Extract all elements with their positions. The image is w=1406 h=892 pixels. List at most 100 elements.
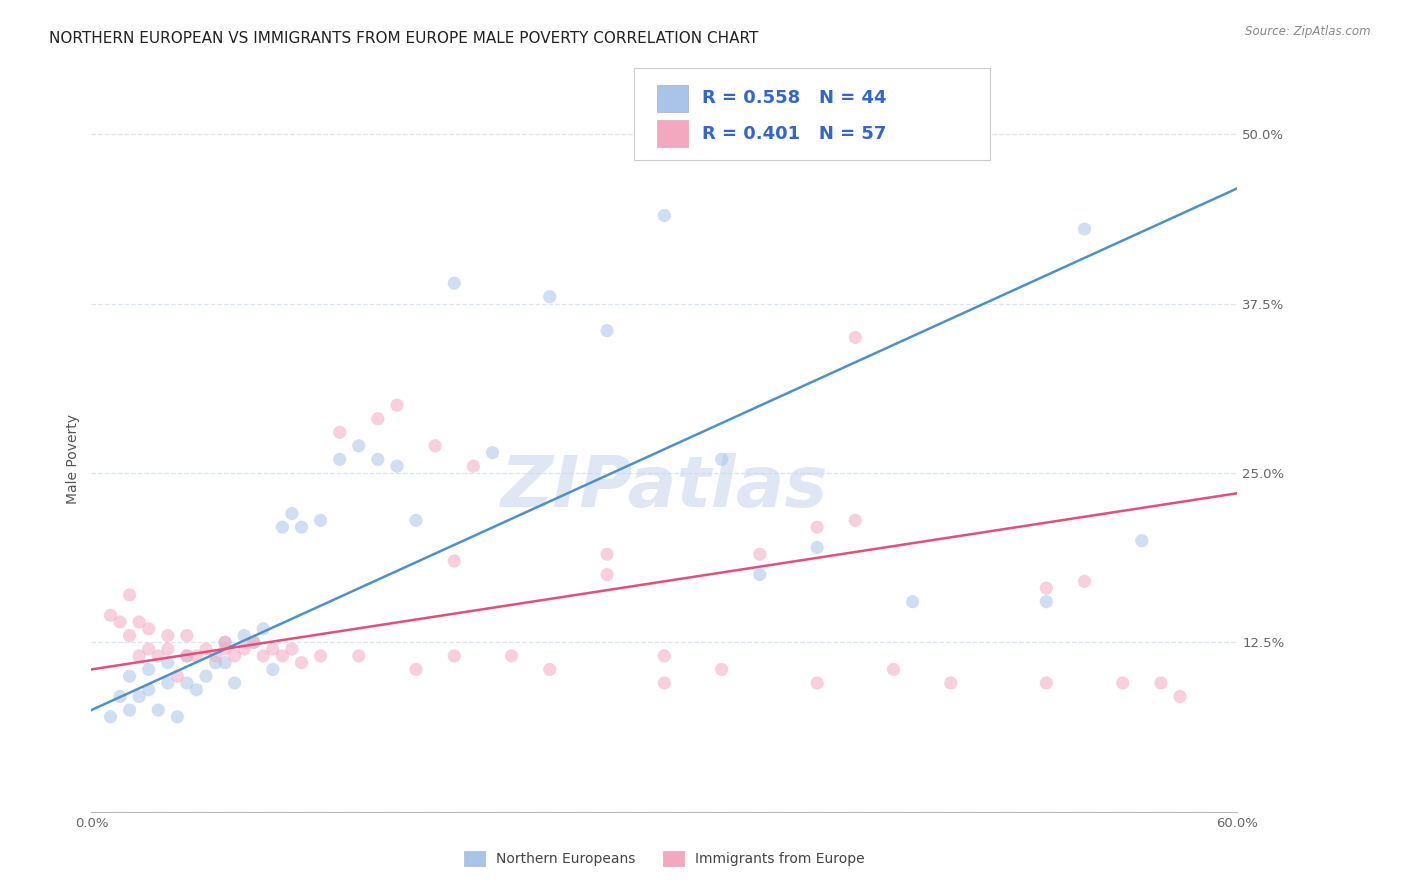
Point bbox=[596, 567, 619, 582]
Point bbox=[1035, 595, 1057, 609]
Point bbox=[148, 648, 170, 663]
Point bbox=[347, 439, 370, 453]
Point bbox=[176, 648, 198, 663]
Point bbox=[806, 541, 828, 555]
Point bbox=[405, 513, 427, 527]
Point bbox=[214, 635, 236, 649]
Point bbox=[309, 648, 332, 663]
Point bbox=[901, 595, 924, 609]
Point bbox=[271, 648, 294, 663]
Point bbox=[252, 648, 274, 663]
Text: NORTHERN EUROPEAN VS IMMIGRANTS FROM EUROPE MALE POVERTY CORRELATION CHART: NORTHERN EUROPEAN VS IMMIGRANTS FROM EUR… bbox=[49, 31, 759, 46]
Point bbox=[176, 628, 198, 642]
Text: R = 0.401   N = 57: R = 0.401 N = 57 bbox=[702, 125, 886, 143]
Point bbox=[138, 622, 160, 636]
Point bbox=[463, 459, 485, 474]
Point bbox=[1073, 222, 1095, 236]
Point bbox=[710, 452, 733, 467]
Point bbox=[367, 452, 389, 467]
Point bbox=[148, 703, 170, 717]
Point bbox=[118, 588, 141, 602]
Point bbox=[156, 642, 179, 657]
Point bbox=[652, 676, 675, 690]
Point bbox=[252, 622, 274, 636]
Point bbox=[443, 648, 465, 663]
Point bbox=[224, 648, 246, 663]
Point bbox=[204, 648, 226, 663]
Point bbox=[710, 662, 733, 676]
Point bbox=[443, 554, 465, 568]
Point bbox=[596, 324, 619, 338]
Point bbox=[882, 662, 904, 676]
Point bbox=[309, 513, 332, 527]
Point bbox=[1150, 676, 1173, 690]
Point bbox=[844, 330, 866, 344]
Point bbox=[214, 656, 236, 670]
Point bbox=[128, 615, 150, 629]
Point bbox=[233, 642, 256, 657]
Point bbox=[156, 628, 179, 642]
Point bbox=[405, 662, 427, 676]
Point bbox=[423, 439, 446, 453]
Point bbox=[652, 209, 675, 223]
Point bbox=[214, 642, 236, 657]
Point bbox=[329, 452, 352, 467]
Point bbox=[939, 676, 962, 690]
Point bbox=[224, 676, 246, 690]
Y-axis label: Male Poverty: Male Poverty bbox=[66, 415, 80, 504]
Point bbox=[242, 635, 264, 649]
Point bbox=[1035, 581, 1057, 595]
Point bbox=[481, 445, 503, 459]
Point bbox=[1168, 690, 1191, 704]
Point bbox=[204, 656, 226, 670]
Point bbox=[262, 642, 284, 657]
Point bbox=[138, 642, 160, 657]
Point bbox=[242, 635, 264, 649]
Point bbox=[176, 676, 198, 690]
Point bbox=[1073, 574, 1095, 589]
Point bbox=[748, 567, 770, 582]
Point bbox=[1111, 676, 1133, 690]
Point bbox=[128, 648, 150, 663]
Point bbox=[385, 459, 408, 474]
Point bbox=[108, 690, 131, 704]
Point bbox=[138, 662, 160, 676]
Point bbox=[108, 615, 131, 629]
Point bbox=[186, 682, 208, 697]
Point bbox=[138, 682, 160, 697]
Point bbox=[1035, 676, 1057, 690]
Point bbox=[281, 642, 304, 657]
Point bbox=[844, 513, 866, 527]
Point bbox=[652, 648, 675, 663]
Text: ZIPatlas: ZIPatlas bbox=[501, 453, 828, 522]
Point bbox=[501, 648, 523, 663]
Point bbox=[118, 669, 141, 683]
Point bbox=[281, 507, 304, 521]
Point bbox=[290, 656, 312, 670]
Point bbox=[166, 710, 188, 724]
Point bbox=[118, 703, 141, 717]
Point bbox=[329, 425, 352, 440]
Point bbox=[748, 547, 770, 561]
Point bbox=[806, 520, 828, 534]
Point bbox=[214, 635, 236, 649]
Point bbox=[128, 690, 150, 704]
Point bbox=[271, 520, 294, 534]
Point bbox=[1130, 533, 1153, 548]
Point bbox=[385, 398, 408, 412]
Point bbox=[290, 520, 312, 534]
Point bbox=[233, 628, 256, 642]
Point bbox=[596, 547, 619, 561]
Point bbox=[806, 676, 828, 690]
Point bbox=[367, 411, 389, 425]
Text: R = 0.558   N = 44: R = 0.558 N = 44 bbox=[702, 89, 886, 107]
Text: Source: ZipAtlas.com: Source: ZipAtlas.com bbox=[1246, 25, 1371, 38]
Point bbox=[538, 290, 561, 304]
Point bbox=[166, 669, 188, 683]
Point bbox=[538, 662, 561, 676]
Point bbox=[156, 656, 179, 670]
Point bbox=[262, 662, 284, 676]
Point bbox=[186, 648, 208, 663]
Point bbox=[156, 676, 179, 690]
Point bbox=[194, 642, 217, 657]
